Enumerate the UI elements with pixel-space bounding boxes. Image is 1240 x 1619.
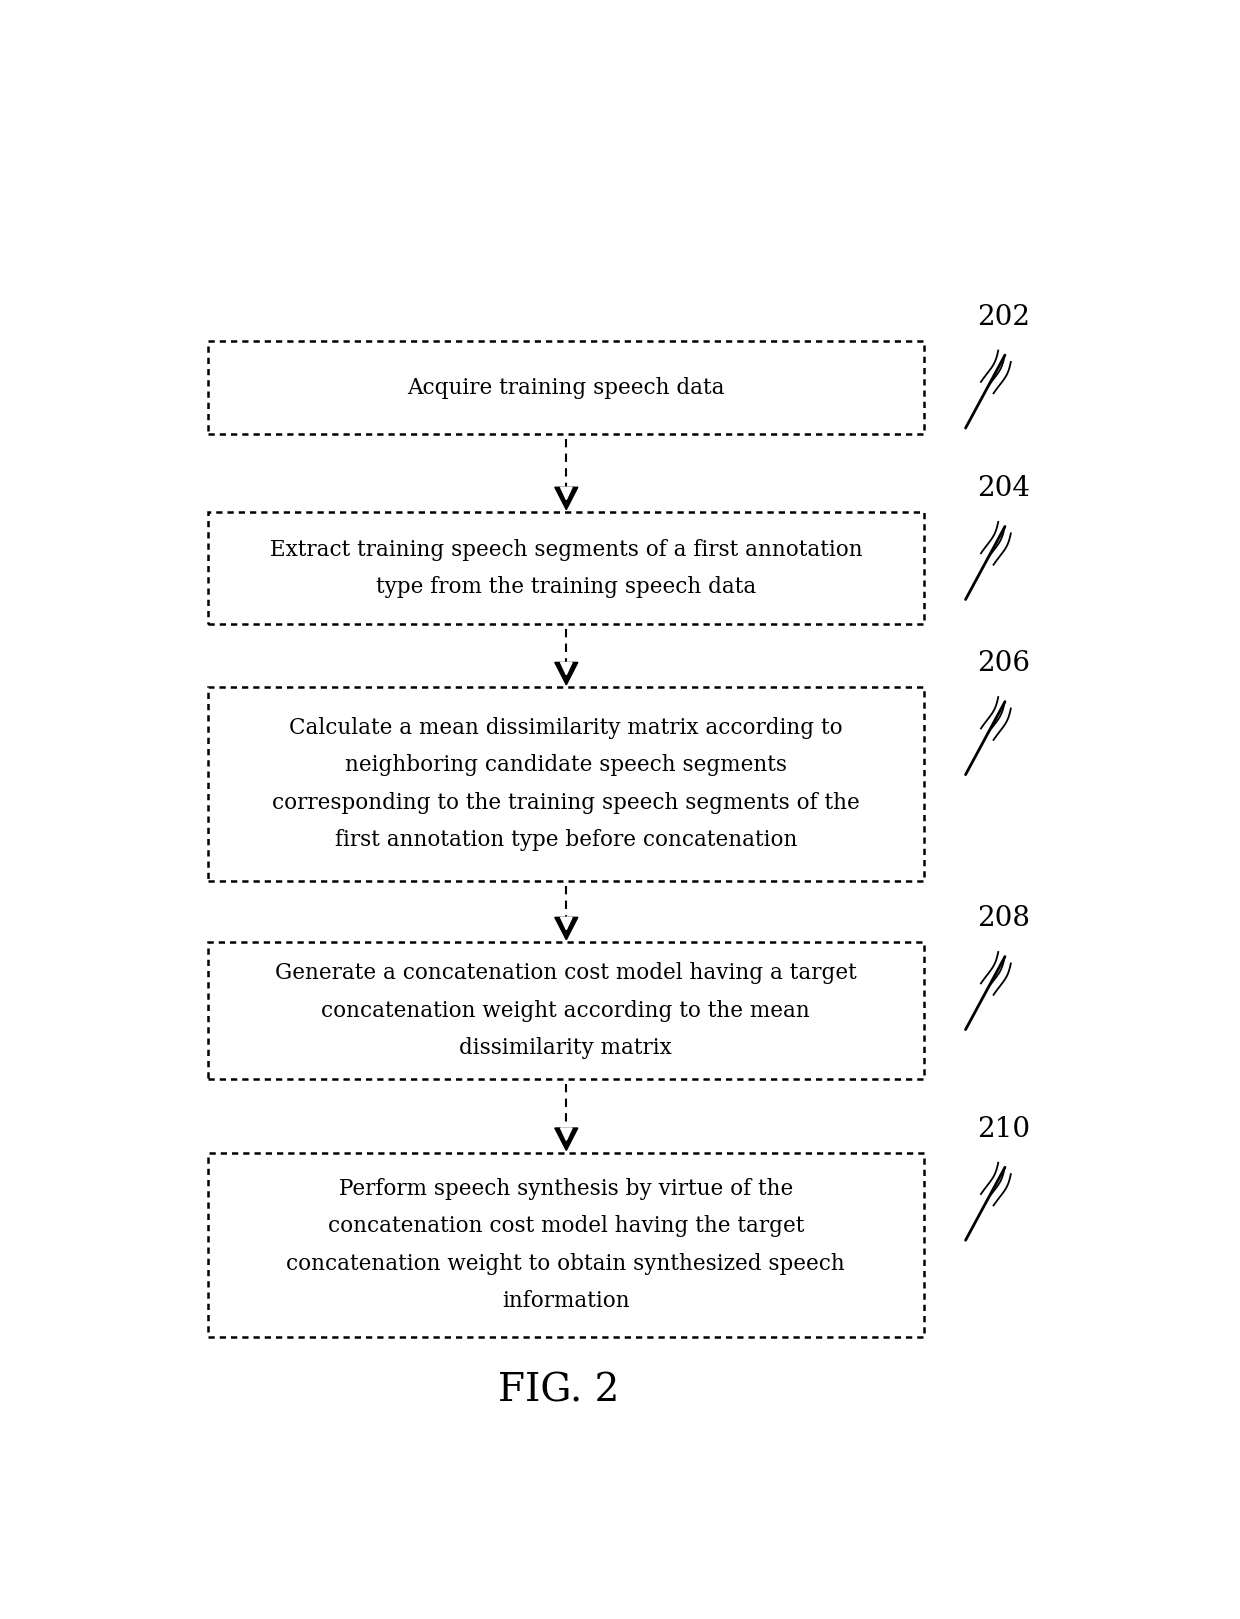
Text: Acquire training speech data: Acquire training speech data [407,377,724,398]
Text: Generate a concatenation cost model having a target: Generate a concatenation cost model havi… [275,962,857,984]
Text: 202: 202 [977,304,1029,330]
Bar [208,688,924,881]
Bar [208,1153,924,1337]
Text: concatenation weight according to the mean: concatenation weight according to the me… [321,1001,810,1022]
Text: information: information [502,1290,630,1313]
Text: 204: 204 [977,476,1029,502]
Bar [208,512,924,625]
Polygon shape [560,918,572,929]
Text: 206: 206 [977,651,1029,677]
Text: concatenation weight to obtain synthesized speech: concatenation weight to obtain synthesiz… [286,1253,846,1274]
Text: first annotation type before concatenation: first annotation type before concatenati… [335,829,797,852]
Polygon shape [554,1128,578,1151]
Text: neighboring candidate speech segments: neighboring candidate speech segments [345,754,787,776]
Text: Extract training speech segments of a first annotation: Extract training speech segments of a fi… [269,539,862,560]
Text: corresponding to the training speech segments of the: corresponding to the training speech seg… [272,792,859,814]
Text: dissimilarity matrix: dissimilarity matrix [460,1038,672,1059]
Text: Perform speech synthesis by virtue of the: Perform speech synthesis by virtue of th… [339,1179,792,1200]
Polygon shape [560,487,572,500]
Text: concatenation cost model having the target: concatenation cost model having the targ… [327,1216,804,1237]
Polygon shape [554,662,578,685]
Text: FIG. 2: FIG. 2 [498,1373,619,1410]
Polygon shape [554,918,578,939]
Text: Calculate a mean dissimilarity matrix according to: Calculate a mean dissimilarity matrix ac… [289,717,843,738]
Polygon shape [560,1128,572,1140]
Text: type from the training speech data: type from the training speech data [376,576,756,597]
Bar [208,340,924,434]
Polygon shape [554,487,578,510]
Bar [208,942,924,1080]
Polygon shape [560,662,572,675]
Text: 208: 208 [977,905,1029,933]
Text: 210: 210 [977,1115,1029,1143]
